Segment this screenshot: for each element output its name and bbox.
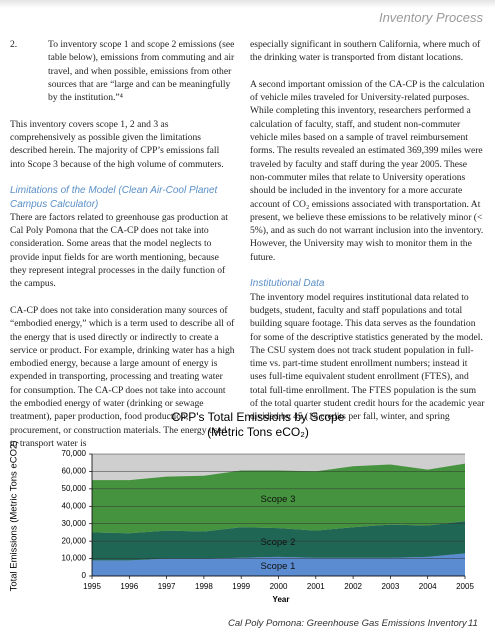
paragraph: The inventory model requires institution… <box>250 291 485 423</box>
section-heading: Limitations of the Model (Clean Air-Cool… <box>10 185 218 210</box>
y-axis-label: Total Emissions (Metric Tons eCO2) <box>9 441 20 592</box>
y-tick-label: 30,000 <box>62 519 87 528</box>
area <box>92 553 465 576</box>
y-tick-label: 50,000 <box>62 484 87 493</box>
right-column: especially significant in southern Calif… <box>250 38 486 437</box>
paragraph: This inventory covers scope 1, 2 and 3 a… <box>10 118 224 170</box>
y-tick-label: 60,000 <box>62 467 87 476</box>
header-title: Inventory Process <box>378 10 483 25</box>
chart-subtitle: (Metric Tons eCO₂) <box>207 425 309 439</box>
x-tick-label: 2000 <box>270 582 288 591</box>
paragraph: CA-CP does not take into consideration m… <box>10 304 235 449</box>
y-tick-label: 20,000 <box>62 536 87 545</box>
x-tick-label: 1997 <box>158 582 176 591</box>
paragraph: A second important omission of the CA-CP… <box>250 78 485 263</box>
x-axis-label: Year <box>273 595 290 604</box>
area <box>92 521 465 561</box>
series-label: Scope 3 <box>261 494 296 505</box>
x-tick-label: 2001 <box>307 582 325 591</box>
x-tick-label: 2005 <box>456 582 474 591</box>
x-tick-label: 2003 <box>382 582 400 591</box>
item-text: To inventory scope 1 and scope 2 emissio… <box>48 39 235 104</box>
y-tick-label: 10,000 <box>62 554 87 563</box>
footer-title: Cal Poly Pomona: Greenhouse Gas Emission… <box>228 618 467 629</box>
chart: CPP's Total Emissions by Scope (Metric T… <box>9 410 475 604</box>
header-bar <box>0 0 495 8</box>
x-tick-label: 1995 <box>83 582 101 591</box>
series-label: Scope 2 <box>261 537 296 548</box>
y-tick-label: 70,000 <box>62 449 87 458</box>
y-tick-label: 0 <box>82 571 87 580</box>
section-heading: Institutional Data <box>250 278 325 290</box>
x-tick-label: 1998 <box>195 582 213 591</box>
x-tick-label: 2004 <box>419 582 437 591</box>
x-tick-label: 1999 <box>232 582 250 591</box>
paragraph: especially significant in southern Calif… <box>250 39 481 64</box>
paragraph: There are factors related to greenhouse … <box>10 211 228 290</box>
x-tick-label: 1996 <box>120 582 138 591</box>
list-item: 2. To inventory scope 1 and scope 2 emis… <box>10 38 236 104</box>
x-tick-label: 2002 <box>344 582 362 591</box>
page-number: 11 <box>468 618 478 629</box>
y-tick-label: 40,000 <box>62 501 87 510</box>
left-column: 2. To inventory scope 1 and scope 2 emis… <box>10 38 236 464</box>
item-number: 2. <box>10 39 18 50</box>
chart-title: CPP's Total Emissions by Scope <box>172 410 345 424</box>
area <box>92 463 465 534</box>
series-label: Scope 1 <box>261 561 296 572</box>
